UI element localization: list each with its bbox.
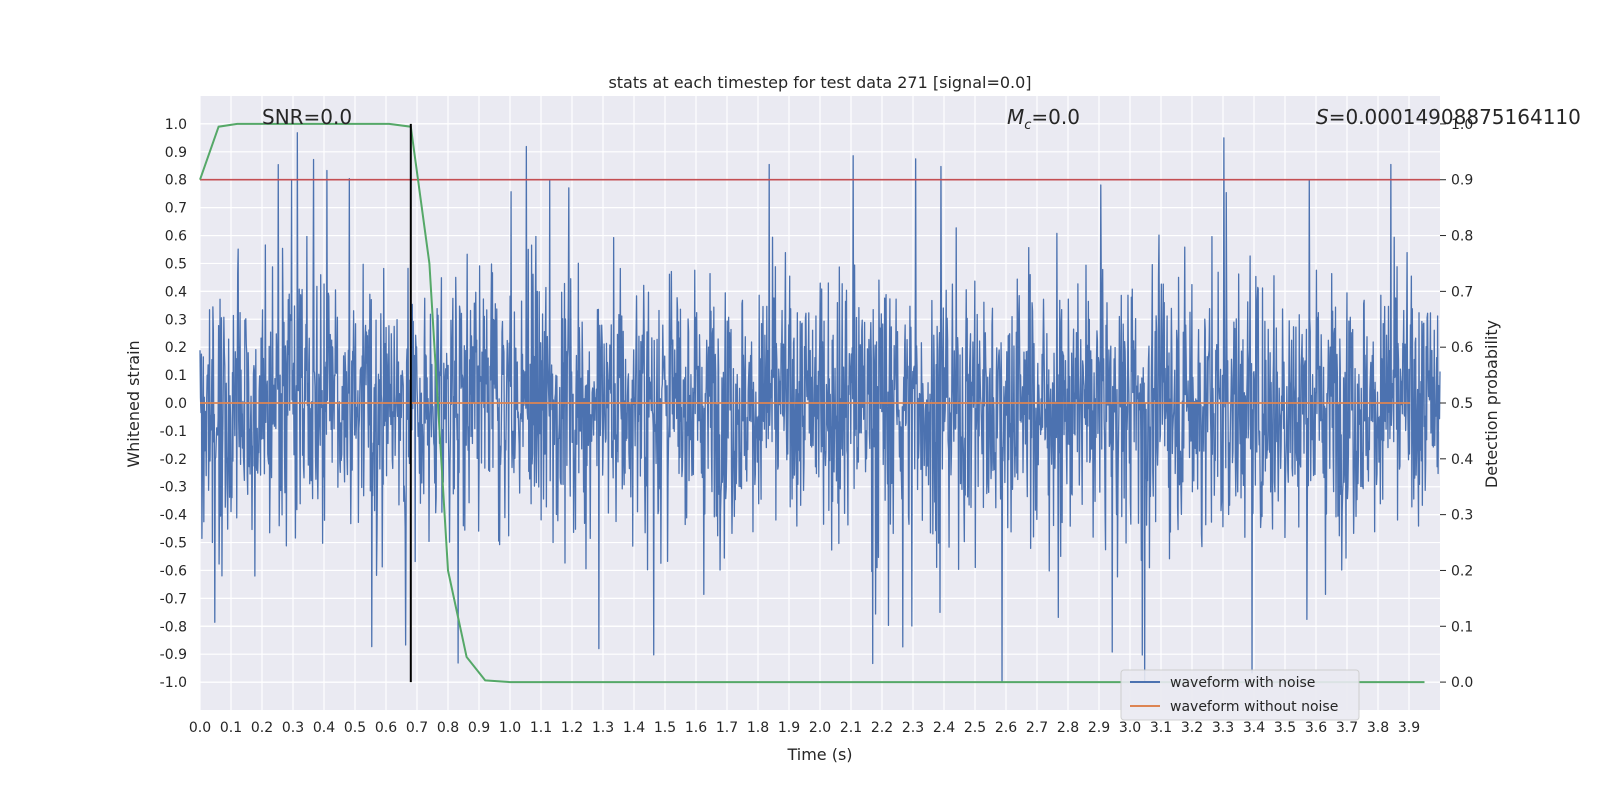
x-tick-label: 0.5: [344, 720, 366, 736]
legend-label-waveform-with-noise: waveform with noise: [1170, 675, 1315, 691]
y2-axis-label: Detection probability: [1482, 320, 1501, 488]
x-tick-label: 0.6: [375, 720, 397, 736]
y-tick-label: -0.6: [160, 563, 187, 579]
x-tick-label: 2.6: [995, 720, 1017, 736]
y2-tick-label: 0.3: [1451, 508, 1473, 524]
x-tick-label: 3.8: [1367, 720, 1389, 736]
x-tick-label: 3.4: [1243, 720, 1265, 736]
x-tick-label: 1.9: [778, 720, 800, 736]
x-tick-label: 3.2: [1181, 720, 1203, 736]
y-tick-label: 0.8: [165, 173, 187, 189]
x-tick-label: 3.5: [1274, 720, 1296, 736]
y-tick-label: 0.7: [165, 201, 187, 217]
x-tick-label: 3.3: [1212, 720, 1234, 736]
y2-tick-label: 0.6: [1451, 340, 1473, 356]
legend: waveform with noise waveform without noi…: [1120, 669, 1360, 721]
y2-tick-label: 0.5: [1451, 396, 1473, 412]
y2-tick-label: 0.2: [1451, 563, 1473, 579]
y-tick-label: -0.1: [160, 424, 187, 440]
y-tick-label: -0.2: [160, 452, 187, 468]
x-tick-label: 2.7: [1026, 720, 1048, 736]
x-tick-label: 1.2: [561, 720, 583, 736]
legend-label-waveform-without-noise: waveform without noise: [1170, 699, 1338, 715]
x-tick-label: 0.1: [220, 720, 242, 736]
x-tick-label: 1.3: [592, 720, 614, 736]
snr-annotation: SNR=0.0: [262, 105, 352, 129]
x-axis-label: Time (s): [786, 745, 852, 764]
y-tick-label: 0.3: [165, 312, 187, 328]
y2-tick-label: 0.9: [1451, 173, 1473, 189]
x-tick-label: 1.8: [747, 720, 769, 736]
y-tick-label: -0.5: [160, 536, 187, 552]
x-tick-label: 2.2: [871, 720, 893, 736]
x-tick-label: 0.4: [313, 720, 335, 736]
waveform-with-noise-line: [199, 132, 1441, 683]
y-axis-label: Whitened strain: [124, 340, 143, 467]
x-tick-label: 2.0: [809, 720, 831, 736]
y-tick-label: 0.9: [165, 145, 187, 161]
mc-value: =0.0: [1031, 105, 1080, 129]
mc-symbol: M: [1007, 105, 1024, 129]
x-tick-label: 2.4: [933, 720, 955, 736]
y-tick-label: 0.0: [165, 396, 187, 412]
mc-annotation: Mc=0.0: [1007, 105, 1080, 133]
y-tick-label: -0.9: [160, 647, 187, 663]
y-tick-label: 0.5: [165, 256, 187, 272]
x-tick-label: 2.5: [964, 720, 986, 736]
x-tick-label: 1.4: [623, 720, 645, 736]
y2-axis-ticks: 1.0 0.9 0.8 0.7 0.6 0.5 0.4 0.3 0.2 0.1 0.0: [1440, 117, 1473, 691]
y-tick-label: 0.4: [165, 284, 187, 300]
y-tick-label: -0.4: [160, 508, 187, 524]
x-tick-label: 0.3: [282, 720, 304, 736]
y2-tick-label: 0.0: [1451, 675, 1473, 691]
x-tick-label: 0.9: [468, 720, 490, 736]
y-tick-label: -0.7: [160, 591, 187, 607]
y-tick-label: 0.6: [165, 229, 187, 245]
x-tick-label: 2.1: [840, 720, 862, 736]
x-tick-label: 2.3: [902, 720, 924, 736]
x-tick-label: 1.0: [499, 720, 521, 736]
x-tick-label: 3.7: [1336, 720, 1358, 736]
y-tick-label: -0.8: [160, 619, 187, 635]
y2-tick-label: 0.8: [1451, 229, 1473, 245]
x-tick-label: 1.5: [654, 720, 676, 736]
x-tick-label: 0.0: [189, 720, 211, 736]
y2-tick-label: 0.7: [1451, 284, 1473, 300]
y2-tick-label: 0.1: [1451, 619, 1473, 635]
legend-box: [1120, 669, 1360, 721]
mc-subscript: c: [1024, 118, 1031, 133]
x-tick-label: 2.9: [1088, 720, 1110, 736]
overlay-lines: [199, 122, 1440, 684]
y-tick-label: -0.3: [160, 480, 187, 496]
x-tick-label: 1.7: [716, 720, 738, 736]
y-tick-label: 0.1: [165, 368, 187, 384]
chart-title: stats at each timestep for test data 271…: [608, 73, 1031, 92]
series-waveform-with-noise: [199, 132, 1441, 683]
x-tick-label: 3.1: [1150, 720, 1172, 736]
x-axis-ticks: 0.0 0.1 0.2 0.3 0.4 0.5 0.6 0.7 0.8 0.9 1.0 1.1 1.2 1…: [189, 720, 1420, 736]
x-tick-label: 0.2: [251, 720, 273, 736]
x-tick-label: 3.9: [1398, 720, 1420, 736]
detection-probability-line: [199, 122, 1425, 684]
x-tick-label: 3.6: [1305, 720, 1327, 736]
x-tick-label: 0.7: [406, 720, 428, 736]
x-tick-label: 3.0: [1119, 720, 1141, 736]
y-axis-ticks: 1.0 0.9 0.8 0.7 0.6 0.5 0.4 0.3 0.2 0.1 0.0 -0.1 -0.…: [160, 117, 187, 691]
x-tick-label: 2.8: [1057, 720, 1079, 736]
y2-tick-label: 0.4: [1451, 452, 1473, 468]
y2-tick-label: 1.0: [1451, 117, 1473, 133]
s-symbol: S: [1316, 105, 1329, 129]
y-tick-label: -1.0: [160, 675, 187, 691]
y-tick-label: 1.0: [165, 117, 187, 133]
x-tick-label: 0.8: [437, 720, 459, 736]
y-tick-label: 0.2: [165, 340, 187, 356]
s-annotation: S=0.00014908875164110: [1316, 105, 1581, 129]
x-tick-label: 1.6: [685, 720, 707, 736]
s-value: =0.00014908875164110: [1329, 105, 1581, 129]
x-tick-label: 1.1: [530, 720, 552, 736]
